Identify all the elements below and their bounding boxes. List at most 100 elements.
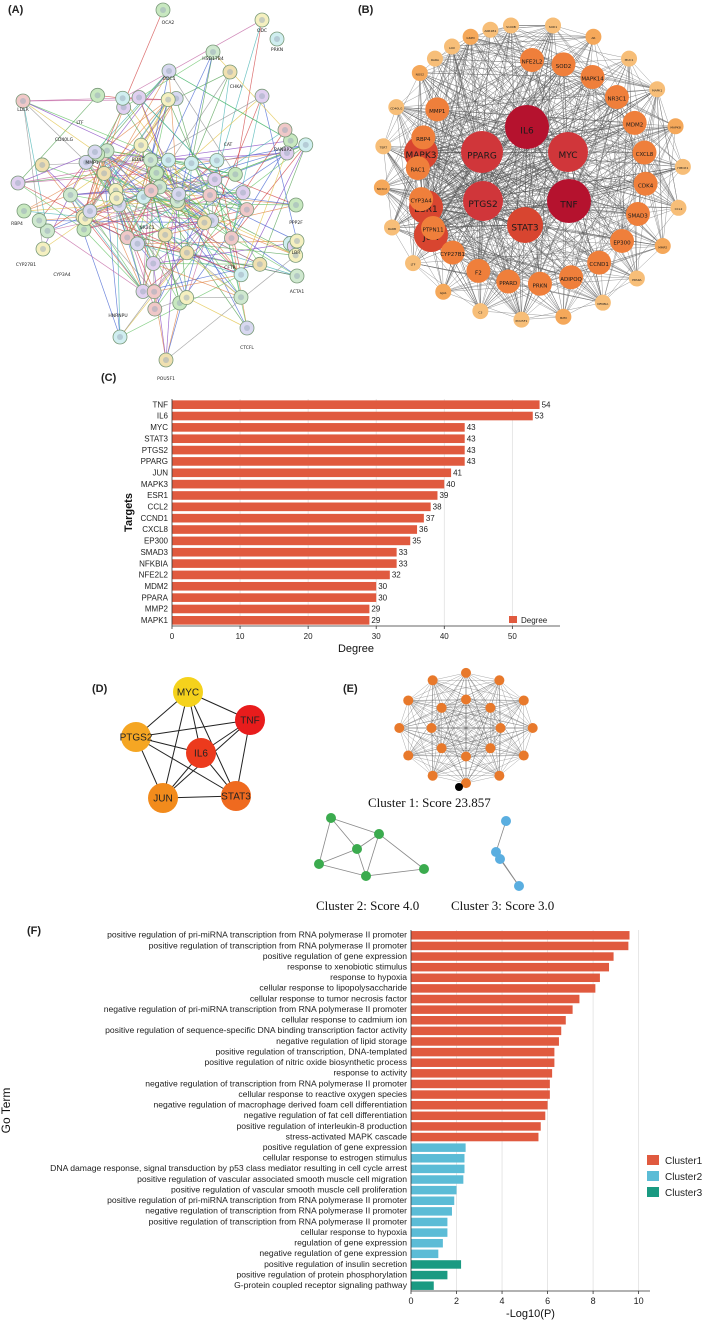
network-b-edge (637, 126, 676, 215)
network-a-edge (191, 51, 214, 164)
network-a-node-structure (91, 149, 98, 156)
network-a-label: PRKN (271, 47, 283, 53)
network-a-node-structure (150, 260, 157, 267)
chart-c-bar (172, 525, 418, 534)
network-b-edge (656, 89, 663, 247)
chart-c-category-label: MAPK3 (141, 480, 169, 489)
network-b-edge (425, 206, 541, 284)
network-a-edge (89, 210, 144, 292)
network-a-edge (85, 162, 144, 292)
network-a-node-structure (147, 157, 154, 164)
chart-f-term-label: negative regulation of transcription fro… (145, 1206, 407, 1216)
network-b-node-label: CYP3A4 (411, 199, 433, 205)
network-b-edge (616, 97, 623, 241)
network-d-node (121, 722, 151, 752)
network-a-edge (94, 70, 170, 153)
cluster1-edge (408, 700, 442, 749)
network-a-node-structure (256, 261, 263, 268)
network-b-edge (524, 224, 604, 303)
network-b-edge (481, 96, 617, 153)
chart-f-term-label: regulation of gene expression (294, 1238, 407, 1248)
chart-f-bar (411, 1143, 466, 1152)
cluster1-edge (441, 680, 500, 709)
network-b-node-label: SOD2 (556, 64, 572, 70)
network-b-node-label: TERT (379, 146, 388, 150)
chart-c-bar (172, 536, 411, 546)
network-b-node-label: CDK4 (638, 183, 654, 189)
network-a-edge (23, 144, 142, 212)
chart-c-value-label: 35 (412, 537, 421, 546)
network-b-node (670, 199, 687, 216)
network-a-edge (41, 164, 84, 218)
network-b-edge (539, 25, 554, 284)
network-b-edge (452, 252, 637, 279)
cluster1-edge (490, 707, 533, 729)
network-b-node-label: AR (591, 36, 595, 40)
cluster1-edge (408, 700, 501, 729)
network-a-edge (240, 140, 291, 275)
network-b-node-label: LOX (449, 46, 455, 50)
chart-f-term-label: negative regulation of macrophage derive… (153, 1100, 407, 1110)
network-b-node-label: S100B (506, 25, 516, 29)
network-b-node-label: NOS2 (416, 72, 425, 76)
network-a-edge (138, 97, 178, 201)
chart-c-category-label: IL6 (157, 412, 169, 421)
network-a-node-structure (94, 92, 101, 99)
network-a-node-structure (148, 187, 155, 194)
network-b-node (587, 250, 612, 275)
network-b-edge (621, 58, 630, 241)
cluster1-edge (465, 707, 491, 757)
cluster3-node (495, 854, 505, 864)
network-b-node-label: PRKN (533, 283, 548, 289)
chart-f-term-label: positive regulation of pri-miRNA transcr… (107, 1195, 407, 1205)
cluster1-edge (500, 700, 524, 729)
network-b-node (373, 179, 390, 196)
cluster1-edge (408, 700, 432, 729)
network-b-edge (430, 76, 593, 236)
network-a-edge (178, 193, 248, 329)
network-a-edge (231, 144, 307, 239)
network-b-edge (451, 46, 645, 153)
cluster1-edge (432, 775, 467, 784)
network-a-label: POU5F1 (157, 376, 175, 382)
network-a-edge (137, 243, 298, 277)
cluster2-edge (318, 817, 332, 865)
network-b-edge (419, 25, 554, 74)
chart-c-bar (172, 559, 397, 568)
network-b-node (622, 110, 647, 135)
cluster3-node (501, 816, 511, 826)
network-a-node-structure (282, 127, 288, 133)
cluster1-edge (432, 680, 467, 757)
network-a-node-structure (138, 142, 145, 149)
chart-c-value-label: 43 (467, 434, 476, 443)
network-a-edge (150, 95, 263, 161)
network-b-node-label: PPARA (632, 278, 642, 282)
chart-f: positive regulation of pri-miRNA transcr… (0, 930, 703, 1320)
network-b-edge (412, 200, 570, 264)
chart-f-term-label: positive regulation of sequence-specific… (105, 1025, 408, 1035)
network-b-node (628, 270, 645, 287)
network-b-node-label: IL6 (520, 127, 534, 137)
chart-f-bar (411, 1238, 443, 1248)
network-b-edge (420, 152, 481, 312)
network-b-node-label: SOD1 (549, 25, 558, 29)
network-d-node-label: TNF (240, 716, 259, 727)
chart-f-bar (411, 941, 629, 951)
network-a-label: CYP27B1 (16, 262, 36, 268)
chart-f-bar (411, 1016, 566, 1025)
chart-f-term-label: negative regulation of lipid storage (276, 1036, 407, 1046)
network-b-node (384, 219, 401, 236)
network-a-edge (178, 193, 242, 275)
network-a-node-structure (287, 137, 294, 144)
chart-f-term-label: positive regulation of transcription, DN… (215, 1046, 407, 1056)
cluster1-edge (465, 699, 524, 701)
cluster1-edge (399, 727, 442, 749)
network-b-edge (567, 151, 604, 303)
network-b-edge (420, 59, 533, 200)
chart-f-term-label: stress-activated MAPK cascade (286, 1131, 408, 1141)
network-d-edge (135, 719, 251, 738)
network-a-node-structure (240, 189, 247, 196)
cluster1-edge (408, 680, 433, 701)
